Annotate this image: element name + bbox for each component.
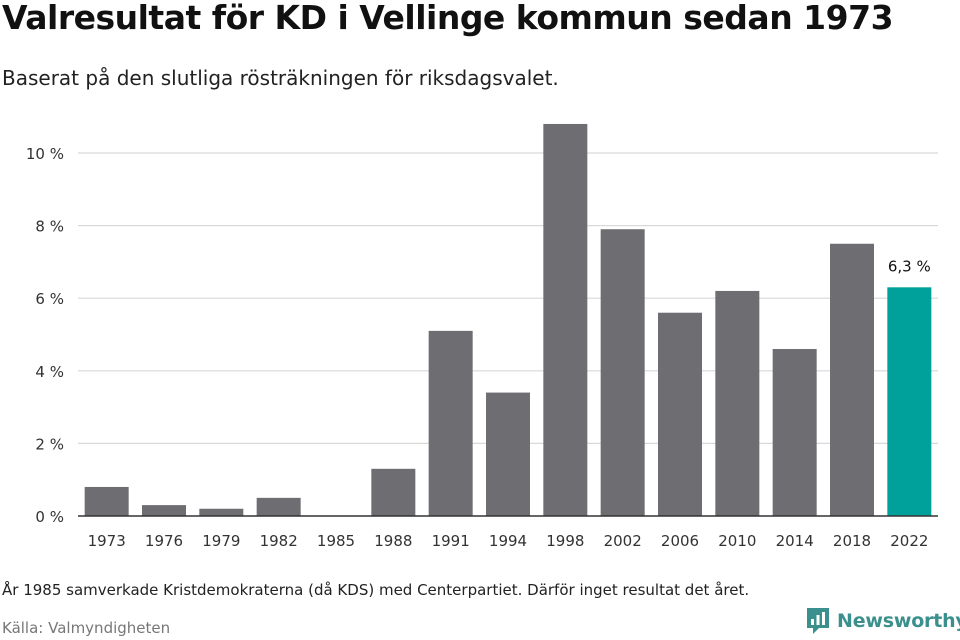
x-axis-tick-labels: 1973 1976 1979 1982 1985 1988 1991 1994 1998 2002… xyxy=(88,532,929,550)
x-tick-label: 2010 xyxy=(718,532,756,550)
y-tick-label: 10 % xyxy=(26,145,64,163)
bar-2002 xyxy=(600,229,645,517)
x-tick-label: 1973 xyxy=(88,532,126,550)
y-tick-label: 8 % xyxy=(35,218,64,236)
bar-1998 xyxy=(543,123,588,517)
x-tick-label: 2014 xyxy=(776,532,814,550)
x-tick-label: 2018 xyxy=(833,532,871,550)
x-tick-label: 1998 xyxy=(546,532,584,550)
x-tick-label: 2002 xyxy=(604,532,642,550)
x-tick-label: 1985 xyxy=(317,532,355,550)
brand-name: Newsworthy xyxy=(837,610,960,632)
x-tick-label: 1994 xyxy=(489,532,527,550)
x-tick-label: 1982 xyxy=(260,532,298,550)
bar-2018 xyxy=(830,243,874,516)
y-tick-label: 0 % xyxy=(35,508,64,526)
y-axis-tick-labels: 0 % 2 % 4 % 6 % 8 % 10 % xyxy=(26,145,64,526)
brand-logo: Newsworthy xyxy=(805,606,960,636)
bar-2006 xyxy=(658,312,702,516)
x-tick-label: 1991 xyxy=(432,532,470,550)
x-tick-label: 1979 xyxy=(202,532,240,550)
x-tick-label: 2006 xyxy=(661,532,699,550)
bar-1976 xyxy=(142,505,186,516)
x-tick-label: 2022 xyxy=(890,532,928,550)
bar-1991 xyxy=(428,330,473,516)
chart-subtitle: Baserat på den slutliga rösträkningen fö… xyxy=(2,66,559,90)
footnote: År 1985 samverkade Kristdemokraterna (då… xyxy=(2,581,750,599)
bar-1988 xyxy=(371,468,416,516)
bar-1994 xyxy=(486,392,530,516)
bar-2022 xyxy=(887,287,932,516)
x-tick-label: 1976 xyxy=(145,532,183,550)
x-tick-label: 1988 xyxy=(374,532,412,550)
y-tick-label: 2 % xyxy=(35,435,64,453)
y-tick-label: 6 % xyxy=(35,290,64,308)
data-label-2022: 6,3 % xyxy=(888,257,931,275)
bar-chart: 0 % 2 % 4 % 6 % 8 % 10 % 1973 1976 1979 1982 1985… xyxy=(26,123,938,550)
bars xyxy=(84,123,932,517)
y-tick-label: 4 % xyxy=(35,363,64,381)
newsworthy-logo-icon xyxy=(807,608,829,634)
data-labels: 6,3 % xyxy=(888,257,931,275)
bar-2010 xyxy=(715,290,760,516)
bar-1982 xyxy=(256,497,301,516)
bar-1973 xyxy=(84,486,129,516)
source-note: Källa: Valmyndigheten xyxy=(2,619,171,637)
bar-2014 xyxy=(772,349,817,516)
chart-title: Valresultat för KD i Vellinge kommun sed… xyxy=(2,0,894,37)
bar-1979 xyxy=(199,508,244,516)
